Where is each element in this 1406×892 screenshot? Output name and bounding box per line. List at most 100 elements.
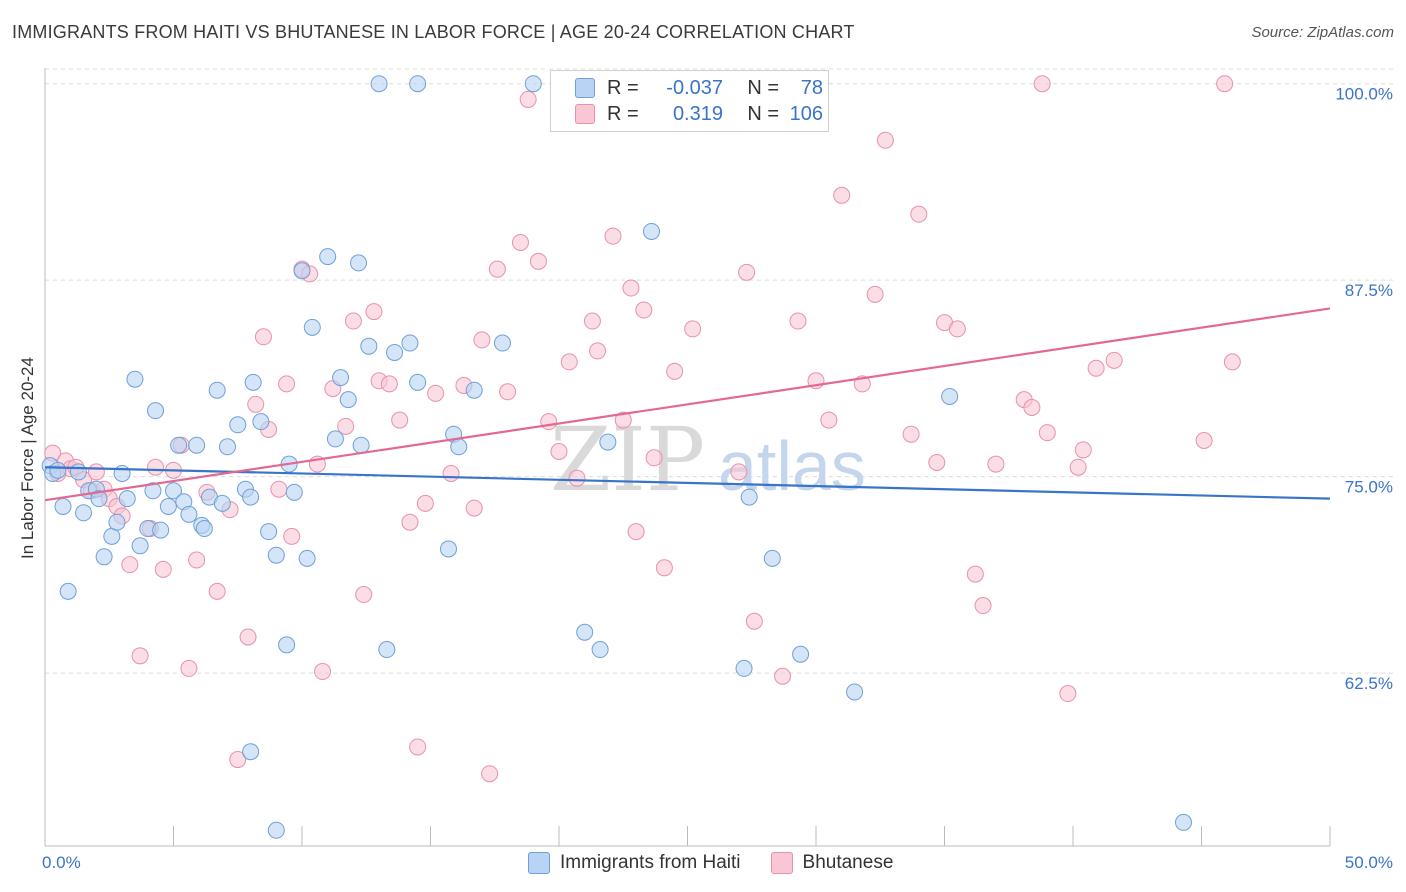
- x-axis-ticks: [44, 826, 1331, 846]
- haiti-point: [465, 381, 483, 399]
- bhutanese-point: [622, 279, 640, 297]
- haiti-point: [118, 490, 136, 508]
- haiti-point: [386, 343, 404, 361]
- y-tick-label: 87.5%: [1345, 281, 1393, 300]
- bhutanese-point: [966, 565, 984, 583]
- haiti-point: [244, 373, 262, 391]
- bhutanese-point: [416, 494, 434, 512]
- bhutanese-point: [1074, 441, 1092, 459]
- haiti-point: [252, 413, 270, 431]
- bhutanese-point: [481, 765, 499, 783]
- bhutanese-point: [87, 463, 105, 481]
- haiti-point: [165, 482, 182, 500]
- bhutanese-point: [745, 612, 763, 630]
- trend-line-haiti: [44, 466, 1331, 500]
- bhutanese-point: [519, 90, 537, 108]
- series-legend-item-bhutanese: Bhutanese: [770, 852, 893, 874]
- bhutanese-point: [987, 455, 1005, 473]
- haiti-point: [339, 391, 357, 409]
- haiti-point: [103, 527, 121, 545]
- haiti-point: [493, 334, 511, 352]
- haiti-point: [370, 75, 388, 93]
- haiti-point: [260, 523, 278, 541]
- bhutanese-point: [635, 301, 653, 319]
- bhutanese-point: [344, 312, 362, 330]
- bhutanese-point: [974, 597, 992, 615]
- y-tick-label: 75.0%: [1345, 478, 1393, 497]
- bhutanese-point: [511, 233, 529, 251]
- bhutanese-point: [427, 384, 445, 402]
- bhutanese-point: [278, 375, 296, 393]
- trend-line-bhutanese: [44, 307, 1331, 502]
- bhutanese-point: [604, 227, 622, 245]
- legend-row-bhutanese: R = 0.319 N = 106: [575, 102, 823, 126]
- haiti-point: [735, 659, 753, 677]
- bhutanese-point: [208, 582, 226, 600]
- haiti-point: [242, 488, 260, 506]
- haiti-point: [293, 262, 311, 280]
- haiti-point: [75, 504, 93, 522]
- legend-n-label-haiti: N =: [747, 76, 779, 99]
- bhutanese-point: [583, 312, 601, 330]
- bhutanese-point: [833, 186, 851, 204]
- legend-r-label-haiti: R =: [607, 76, 639, 99]
- bhutanese-point: [229, 751, 247, 769]
- haiti-point: [229, 416, 247, 434]
- legend-r-value-bhutanese: 0.319: [672, 102, 723, 125]
- bhutanese-point: [560, 353, 578, 371]
- bhutanese-point: [655, 559, 673, 577]
- haiti-point: [352, 436, 370, 454]
- haiti-point: [643, 222, 661, 240]
- bhutanese-point: [1105, 351, 1123, 369]
- bhutanese-point: [131, 647, 149, 665]
- bhutanese-point: [774, 667, 792, 685]
- bhutanese-point: [738, 263, 756, 281]
- haiti-point: [152, 521, 170, 539]
- series-legend: Immigrants from Haiti Bhutanese: [528, 852, 923, 874]
- haiti-point: [599, 433, 617, 451]
- legend-r-label-bhutanese: R =: [607, 102, 639, 125]
- haiti-point: [131, 537, 149, 555]
- bhutanese-point: [1087, 359, 1105, 377]
- haiti-point: [213, 494, 231, 512]
- bhutanese-point: [928, 454, 946, 472]
- haiti-point: [90, 490, 108, 508]
- haiti-point: [1175, 813, 1193, 831]
- bhutanese-point: [442, 465, 460, 483]
- bhutanese-point: [666, 362, 684, 380]
- haiti-point: [360, 337, 378, 355]
- haiti-point: [54, 498, 72, 516]
- haiti-point: [740, 488, 758, 506]
- haiti-point: [846, 683, 864, 701]
- bhutanese-point: [473, 331, 491, 349]
- bhutanese-point: [684, 320, 702, 338]
- bhutanese-point: [409, 738, 427, 756]
- haiti-point: [378, 641, 396, 659]
- haiti-point: [941, 387, 959, 405]
- bhutanese-point: [568, 469, 586, 487]
- bhutanese-point: [820, 411, 838, 429]
- series-legend-swatch-haiti: [528, 852, 550, 874]
- haiti-point: [350, 254, 368, 272]
- bhutanese-point: [529, 252, 547, 270]
- correlation-legend: R = -0.037 N = 78 R = 0.319 N = 106: [550, 70, 829, 132]
- haiti-point: [59, 582, 77, 600]
- bhutanese-point: [337, 417, 355, 435]
- haiti-point: [180, 505, 198, 523]
- legend-n-label-bhutanese: N =: [747, 102, 779, 125]
- watermark: ZIP atlas: [550, 408, 866, 511]
- bhutanese-point: [254, 328, 272, 346]
- chart-title: IMMIGRANTS FROM HAITI VS BHUTANESE IN LA…: [12, 22, 855, 42]
- haiti-point: [763, 549, 781, 567]
- bhutanese-point: [147, 458, 165, 476]
- bhutanese-point: [902, 425, 920, 443]
- bhutanese-point: [948, 320, 966, 338]
- bhutanese-point: [910, 205, 928, 223]
- haiti-point: [439, 540, 457, 558]
- bhutanese-point: [188, 551, 206, 569]
- trend-lines: [44, 307, 1331, 502]
- series-legend-label-haiti: Immigrants from Haiti: [560, 852, 741, 873]
- y-tick-label: 100.0%: [1335, 85, 1393, 104]
- bhutanese-point: [1216, 75, 1234, 93]
- haiti-point: [147, 402, 165, 420]
